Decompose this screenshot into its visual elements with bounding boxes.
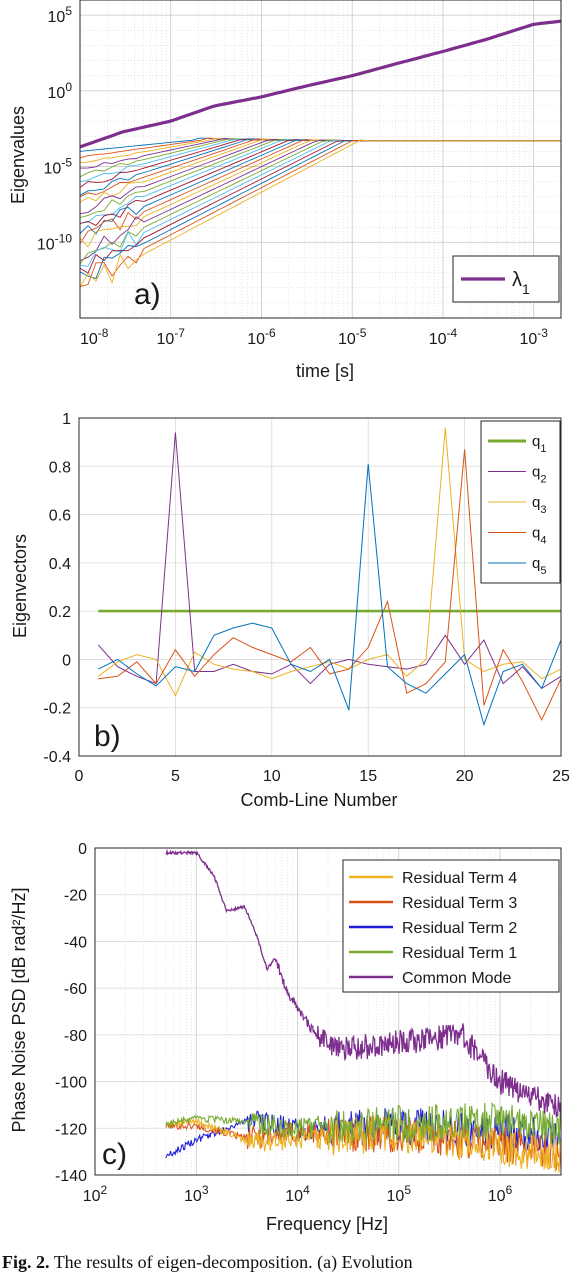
eigenvalue-line: [79, 138, 561, 203]
x-tick-label: 0: [75, 768, 84, 785]
plot-frame: [94, 847, 562, 1176]
x-axis-label: Comb-Line Number: [240, 790, 397, 810]
x-axis-label: Frequency [Hz]: [266, 1214, 388, 1234]
y-tick-label: -40: [64, 934, 87, 951]
series-line-residual-3: [165, 1116, 562, 1171]
caption-text: The results of eigen-decomposition. (a) …: [53, 1252, 413, 1272]
x-tick-label: 102: [83, 1183, 108, 1205]
y-tick-label: 0: [78, 841, 87, 858]
y-tick-label: -20: [64, 888, 87, 905]
x-tick-label: 10: [263, 768, 281, 785]
chart-a: 10-8 10-7 10-6 10-5 10-4 10-3 105 100 10-5 10-10 λ…: [8, 0, 562, 381]
legend-label: Residual Term 1: [402, 945, 517, 962]
legend-label: Common Mode: [402, 970, 511, 987]
chart-b: 0 5 10 15 20 25 1 0.8 0.6 0.4 0.2 0 -0.2 -0.4 q1 q2 q3 q4…: [10, 411, 570, 810]
y-axis-label: Eigenvectors: [10, 534, 30, 638]
figure-caption: Fig. 2. The results of eigen-decompositi…: [2, 1252, 413, 1273]
y-axis-label: Eigenvalues: [8, 106, 28, 204]
x-tick-label: 10-7: [157, 326, 186, 348]
y-axis-label: Phase Noise PSD [dB rad²/Hz]: [9, 887, 29, 1132]
legend-label: q5: [532, 555, 546, 577]
plot-frame: [78, 417, 562, 757]
y-tick-label: 0.6: [49, 508, 71, 525]
series-line-q3: [97, 427, 562, 697]
y-tick-label: 0.2: [49, 604, 71, 621]
x-tick-label: 10-8: [80, 326, 109, 348]
y-tick-label: 0.4: [49, 556, 71, 573]
x-tick-label: 103: [184, 1183, 209, 1205]
x-tick-label: 105: [387, 1183, 412, 1205]
series-line-lambda1: [79, 19, 562, 149]
panel-label: a): [134, 278, 161, 311]
y-tick-label: 10-10: [37, 231, 72, 253]
plot-frame: [79, 0, 562, 319]
x-tick-label: 10-6: [247, 326, 276, 348]
chart-c: 102 103 104 105 106 0 -20 -40 -60 -80 -100 -120 -140…: [9, 841, 562, 1234]
y-tick-label: 100: [48, 80, 73, 102]
legend-label: Residual Term 3: [402, 895, 517, 912]
eigenvalue-line: [79, 139, 561, 265]
y-tick-label: -80: [64, 1028, 87, 1045]
y-tick-label: 105: [48, 4, 73, 26]
eigenvalue-line: [79, 139, 561, 288]
y-tick-label: -60: [64, 981, 87, 998]
y-tick-label: -0.2: [43, 701, 71, 718]
x-tick-label: 15: [359, 768, 377, 785]
series-line-residual-4: [165, 1116, 562, 1173]
legend-label: q2: [532, 464, 546, 486]
eigenvalue-line: [79, 139, 561, 267]
panel-label: b): [94, 720, 121, 753]
series-line-common-mode: [165, 848, 562, 1122]
eigenvalue-line: [79, 138, 561, 189]
y-tick-label: -0.4: [43, 749, 71, 766]
y-tick-label: -140: [55, 1168, 87, 1185]
caption-label: Fig. 2.: [2, 1252, 50, 1272]
y-tick-label: 0: [62, 652, 71, 669]
y-tick-label: 10-5: [44, 156, 73, 178]
series-line-residual-1: [165, 1101, 562, 1145]
y-tick-label: 1: [62, 411, 71, 428]
legend-label: λ1: [512, 269, 530, 297]
legend-label: q4: [532, 525, 546, 547]
legend-label: q1: [532, 433, 546, 455]
y-tick-label: -120: [55, 1121, 87, 1138]
x-tick-label: 20: [456, 768, 474, 785]
series-line-q5: [98, 463, 562, 727]
x-tick-label: 25: [552, 768, 570, 785]
x-tick-label: 10-3: [519, 326, 548, 348]
eigenvalue-line: [79, 140, 561, 274]
figure: 10-8 10-7 10-6 10-5 10-4 10-310510010-510-10λ…: [8, 0, 570, 1234]
x-tick-label: 106: [488, 1183, 513, 1205]
x-axis-label: time [s]: [296, 361, 354, 381]
y-tick-label: -100: [55, 1075, 87, 1092]
series-line-q2: [97, 432, 562, 690]
panel-label: c): [102, 1138, 127, 1171]
x-tick-label: 10-4: [429, 326, 458, 348]
series-line-q4: [98, 449, 562, 721]
legend-label: Residual Term 4: [402, 870, 517, 887]
legend-label: q3: [532, 494, 546, 516]
y-tick-label: 0.8: [49, 459, 71, 476]
x-tick-label: 5: [171, 768, 180, 785]
x-tick-label: 10-5: [338, 326, 367, 348]
legend-label: Residual Term 2: [402, 920, 517, 937]
x-tick-label: 104: [285, 1183, 310, 1205]
